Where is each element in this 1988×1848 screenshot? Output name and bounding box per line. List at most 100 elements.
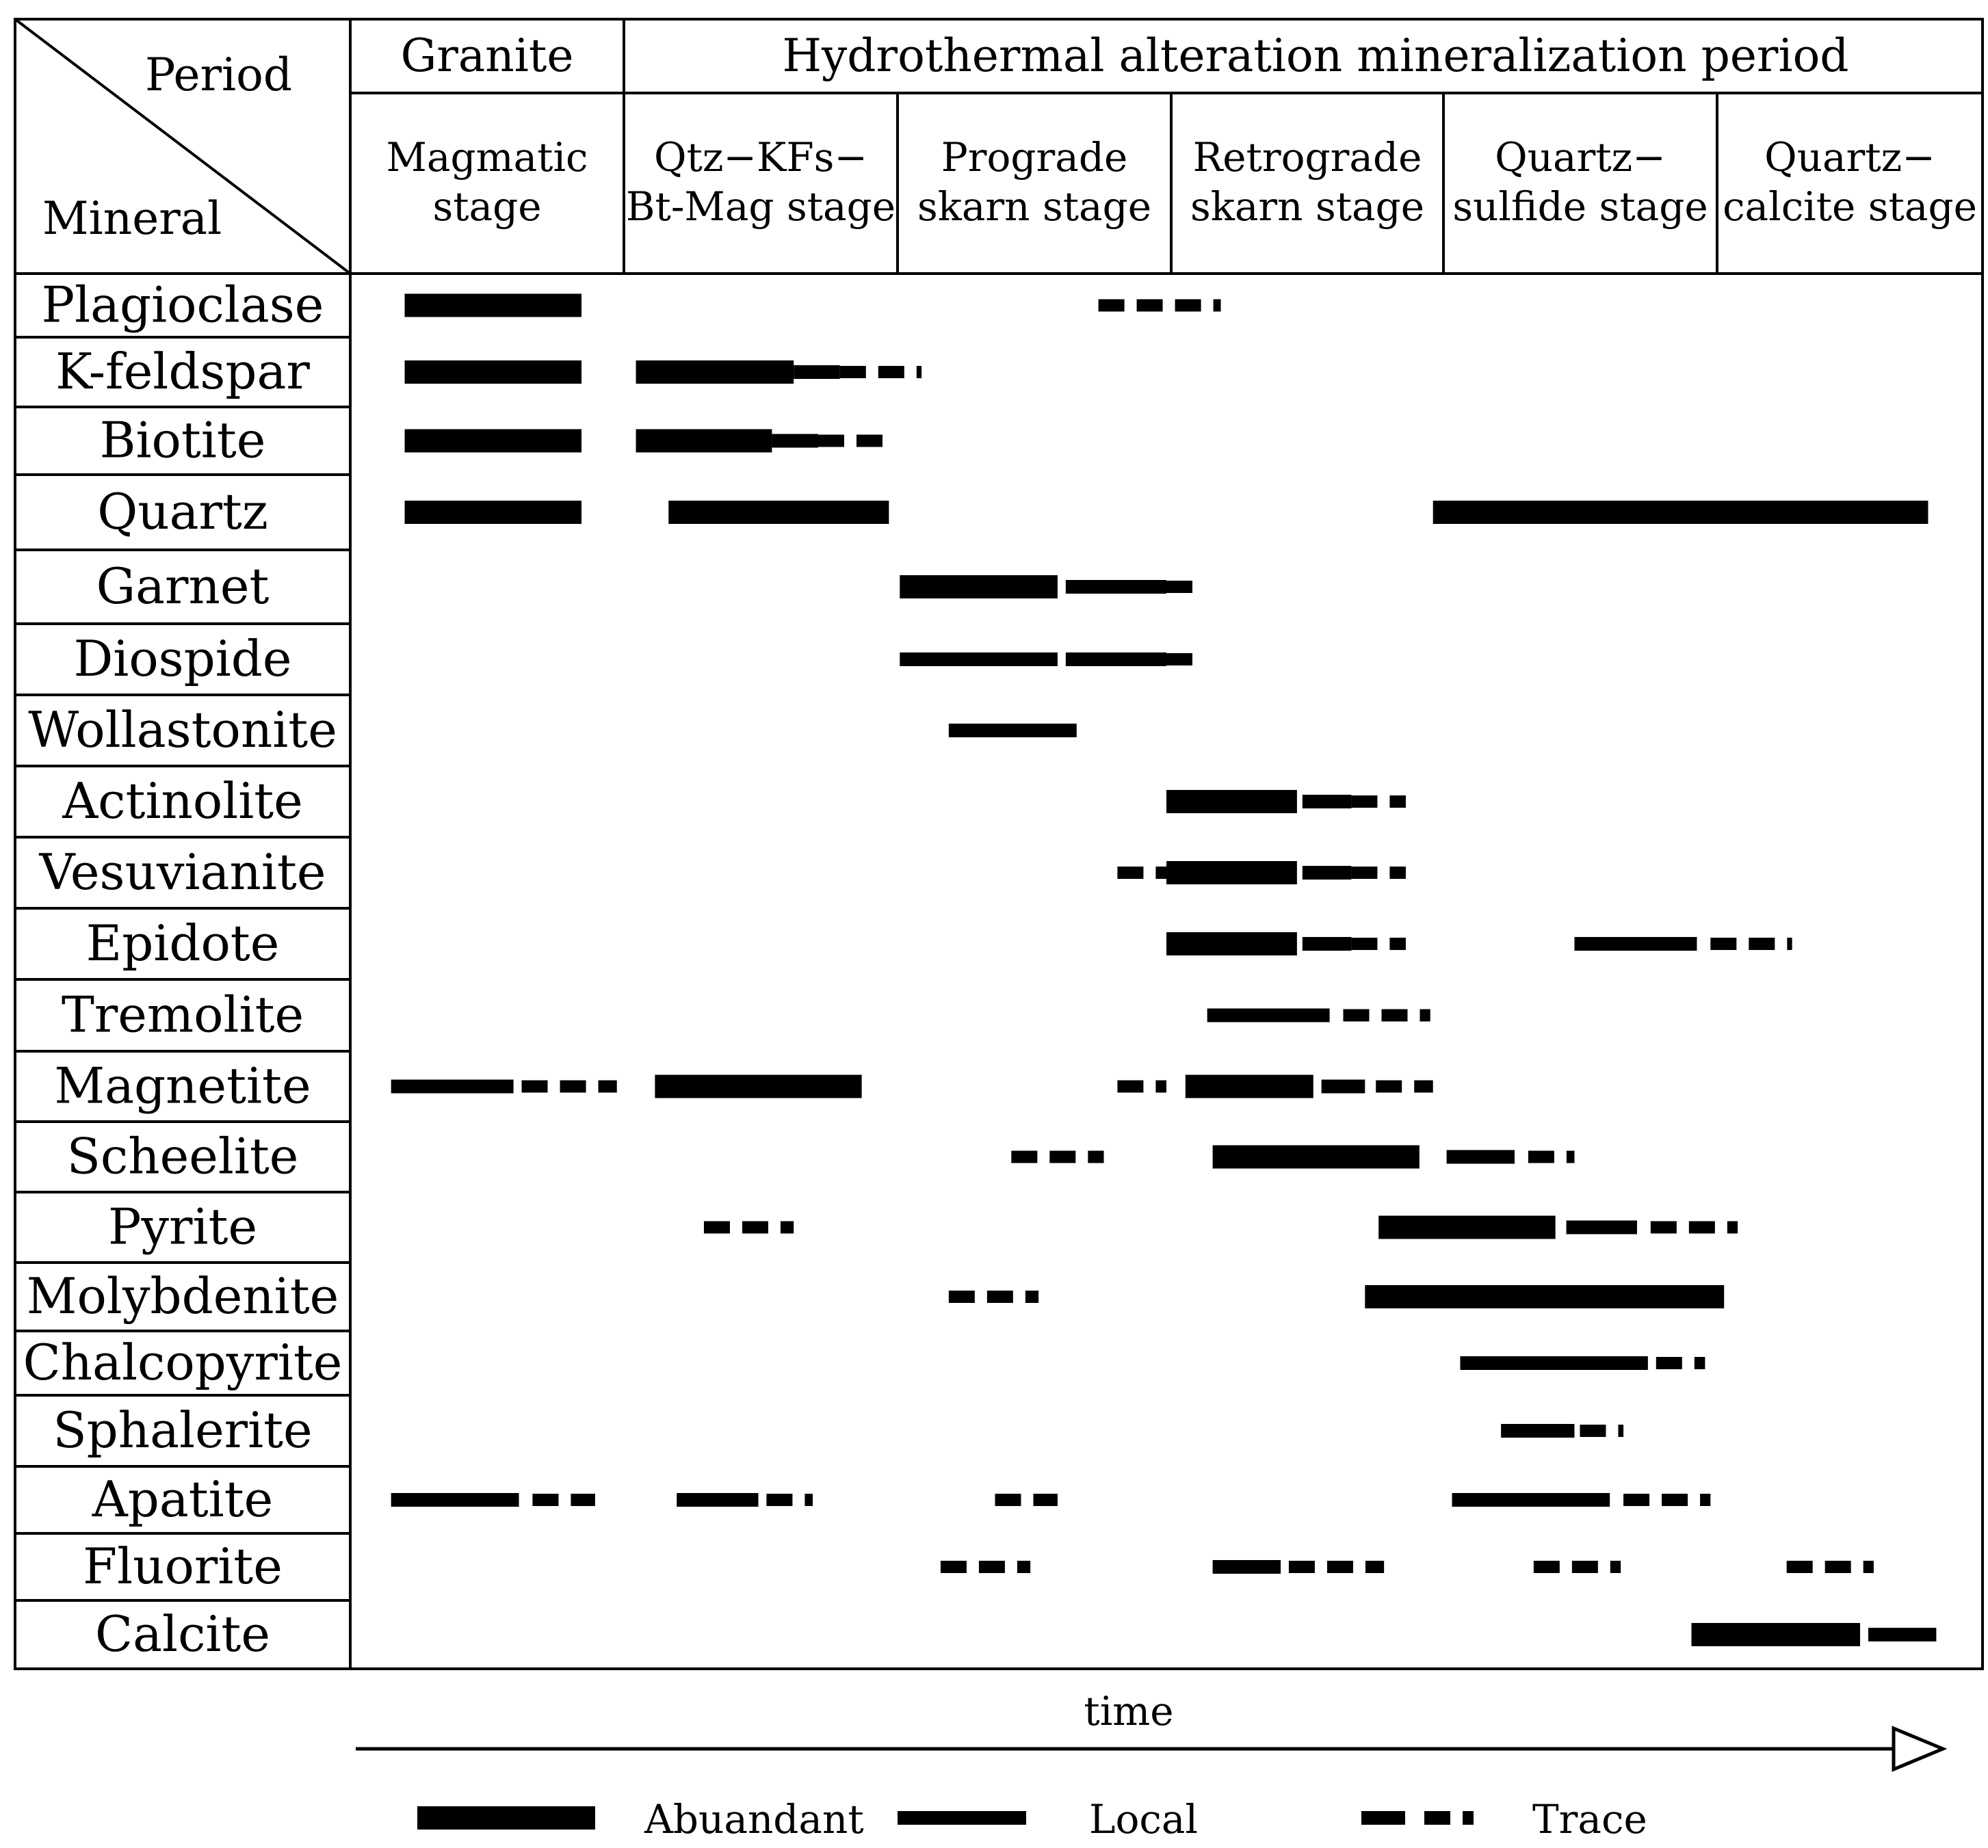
trace-bar: [940, 1561, 967, 1573]
mineral-name: Plagioclase: [42, 276, 324, 334]
abundant-bar: [1166, 932, 1297, 955]
legend-abundant-label: Abuandant: [644, 1796, 864, 1843]
legend: Abuandant Local Trace: [417, 1796, 1647, 1843]
mineral-name: Scheelite: [67, 1128, 299, 1185]
trace-bar: [1824, 1561, 1851, 1573]
trace-bar: [1213, 299, 1221, 312]
mineral-name: Epidote: [86, 914, 280, 972]
trace-bar: [1376, 1080, 1402, 1093]
trace-bar: [766, 1494, 793, 1506]
trace-bar: [1688, 1221, 1715, 1234]
trace-bar: [916, 366, 922, 378]
corner-period-label: Period: [145, 49, 292, 101]
legend-local-label: Local: [1089, 1796, 1198, 1843]
trace-bar: [1700, 1494, 1711, 1506]
trace-bar: [521, 1080, 548, 1093]
abundant-bar: [1166, 790, 1297, 813]
stage-header-line2: sulfide stage: [1452, 183, 1708, 230]
trace-bar: [839, 366, 866, 378]
trace-bar: [1017, 1561, 1031, 1573]
stage-header-line1: Retrograde: [1193, 134, 1422, 181]
legend-abundant-symbol: [417, 1806, 595, 1830]
local-bar: [1212, 1560, 1281, 1574]
trace-bar: [1351, 938, 1378, 950]
trace-bar: [1175, 299, 1201, 312]
abundant-bar: [1166, 861, 1297, 884]
trace-bar: [1414, 1080, 1433, 1093]
trace-bar: [818, 434, 844, 447]
trace-bar: [1351, 795, 1378, 808]
trace-bar: [1571, 1561, 1598, 1573]
stage-header-line1: Quartz−: [1764, 134, 1935, 181]
abundant-bar: [636, 429, 772, 453]
mineral-name: Molybdenite: [27, 1267, 339, 1325]
trace-bar: [1389, 867, 1406, 879]
trace-bar: [1025, 1291, 1039, 1303]
trace-bar: [856, 434, 882, 447]
trace-bar: [1727, 1221, 1738, 1234]
trace-bar: [571, 1494, 595, 1506]
abundant-bar: [655, 1074, 862, 1098]
mineral-name: Chalcopyrite: [23, 1334, 343, 1391]
trace-bar: [1623, 1494, 1650, 1506]
abundant-bar: [1365, 1285, 1725, 1308]
trace-bar: [742, 1221, 768, 1234]
stage-header-line1: Qtz−KFs−: [654, 134, 867, 181]
trace-bar: [1566, 1150, 1575, 1163]
mineral-name: Sphalerite: [53, 1401, 312, 1459]
trace-bar: [805, 1494, 813, 1506]
legend-local-symbol: [898, 1811, 1026, 1825]
trace-bar: [1786, 1561, 1813, 1573]
local-bar: [1566, 1220, 1637, 1235]
local-bar: [1501, 1424, 1575, 1438]
local-bar: [948, 724, 1077, 737]
local-bar: [1302, 866, 1352, 880]
local-bar: [1302, 937, 1352, 951]
mineral-name: Garnet: [96, 557, 270, 615]
trace-bar: [1389, 795, 1406, 808]
local-bar: [1302, 795, 1352, 808]
stage-header-line1: Prograde: [941, 134, 1128, 181]
trace-bar: [1011, 1150, 1038, 1163]
time-label: time: [1084, 1688, 1173, 1734]
trace-bar: [1049, 1150, 1076, 1163]
mineral-name: Biotite: [100, 412, 266, 469]
trace-bar: [1389, 938, 1406, 950]
mineral-name: Calcite: [95, 1605, 270, 1663]
abundant-bar: [1378, 1215, 1556, 1239]
abundant-bar: [636, 360, 794, 384]
local-bar: [391, 1079, 514, 1094]
abundant-bar: [404, 293, 582, 317]
trace-bar: [1749, 938, 1775, 950]
trace-bar: [560, 1080, 586, 1093]
hydrothermal-header: Hydrothermal alteration mineralization p…: [782, 29, 1848, 82]
mineral-name: Magnetite: [54, 1057, 311, 1115]
trace-bar: [1343, 1009, 1370, 1022]
bars-layer: [391, 293, 1937, 1646]
corner-mineral-label: Mineral: [42, 192, 222, 245]
local-bar: [1460, 1356, 1648, 1370]
local-bar: [794, 365, 840, 379]
mineral-name: Quartz: [97, 483, 268, 540]
local-bar: [1065, 652, 1166, 666]
stage-header-line2: stage: [432, 183, 541, 230]
trace-bar: [1155, 867, 1166, 879]
mineral-name: Vesuvianite: [39, 843, 326, 901]
trace-bar: [1117, 1080, 1144, 1093]
legend-trace-label: Trace: [1532, 1796, 1647, 1843]
trace-bar: [1580, 1425, 1606, 1437]
trace-bar: [1166, 581, 1192, 593]
trace-bar: [1365, 1561, 1385, 1573]
mineral-name: Apatite: [92, 1470, 274, 1528]
stage-header-line2: skarn stage: [1190, 183, 1424, 230]
trace-bar: [1117, 867, 1144, 879]
mineral-name: Wollastonite: [28, 701, 337, 758]
mineral-labels: Plagioclase K-feldspar Biotite Quartz Garnet…: [23, 276, 343, 1663]
abundant-bar: [900, 575, 1058, 598]
stage-header-line2: skarn stage: [917, 183, 1151, 230]
trace-bar: [948, 1291, 975, 1303]
local-bar: [1574, 937, 1697, 951]
trace-bar: [978, 1561, 1005, 1573]
trace-bar: [1610, 1561, 1621, 1573]
